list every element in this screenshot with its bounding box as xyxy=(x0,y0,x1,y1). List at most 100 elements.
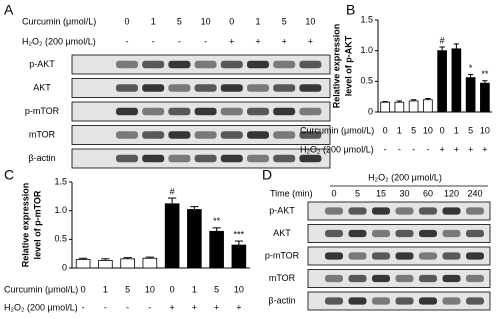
x-tick-label: 5 xyxy=(468,125,473,135)
bar xyxy=(98,260,113,269)
blot-band xyxy=(325,274,343,283)
blot-band xyxy=(220,60,243,69)
x-tick-label: + xyxy=(192,302,197,312)
y-axis-label: level of p-mTOR xyxy=(32,190,42,259)
y-axis-label: Relative expression xyxy=(20,183,30,268)
lane-label: 0 xyxy=(124,16,129,26)
blot-band xyxy=(299,131,322,139)
blot-band xyxy=(325,229,343,238)
blot-band xyxy=(372,274,390,283)
blot-band xyxy=(325,207,343,215)
blot-band xyxy=(116,107,138,116)
y-tick-label: 0 xyxy=(368,106,373,116)
blot-band xyxy=(168,154,191,163)
blot-band xyxy=(325,252,343,260)
x-tick-label: + xyxy=(468,144,473,154)
blot-band xyxy=(220,107,243,116)
bar xyxy=(437,50,447,113)
x-tick-label: 1 xyxy=(397,125,402,135)
band-label: p-mTOR xyxy=(25,106,60,116)
bar xyxy=(394,101,405,113)
blot-band xyxy=(168,131,191,139)
band-label: p-AKT xyxy=(269,205,295,215)
blot-band xyxy=(247,60,269,69)
blot-band xyxy=(466,274,484,283)
bar xyxy=(465,77,476,113)
row-label: H₂O₂ (200 μmol/L) xyxy=(22,36,96,46)
x-tick-label: - xyxy=(82,302,85,312)
lane-label: 1 xyxy=(255,16,260,26)
x-tick-label: 1 xyxy=(103,284,108,294)
band-label: β-actin xyxy=(268,295,295,305)
blot-band xyxy=(395,252,414,260)
band-label: p-AKT xyxy=(29,59,55,69)
x-tick-label: - xyxy=(426,144,429,154)
time-label: Time (min) xyxy=(270,188,313,198)
lane-label: 1 xyxy=(151,16,156,26)
bar xyxy=(120,258,135,269)
bar xyxy=(423,99,433,113)
lane-label: + xyxy=(282,36,287,46)
band-label: mTOR xyxy=(29,129,56,139)
lane-label: + xyxy=(255,36,260,46)
lane-label: - xyxy=(152,36,155,46)
blot-band xyxy=(372,297,390,305)
bar xyxy=(380,101,390,113)
blot-band xyxy=(348,274,367,283)
x-tick-label: 0 xyxy=(81,284,86,294)
lane-label: 5 xyxy=(282,16,287,26)
y-axis-label: Relative expression xyxy=(331,24,341,109)
blot-band xyxy=(299,60,322,69)
blot-band xyxy=(395,229,414,238)
blot-band xyxy=(194,154,217,163)
lane-label: 10 xyxy=(201,16,211,26)
blot-band xyxy=(247,154,269,163)
blot-band xyxy=(116,60,138,69)
x-tick-label: + xyxy=(169,302,174,312)
blot-band xyxy=(273,60,296,69)
time-value: 5 xyxy=(355,188,360,198)
blot-band xyxy=(419,297,437,305)
blot-band xyxy=(442,297,461,305)
x-tick-label: 10 xyxy=(480,125,490,135)
significance: *** xyxy=(234,229,245,239)
blot-band xyxy=(466,297,484,305)
blot-band xyxy=(220,84,243,92)
band-label: mTOR xyxy=(269,273,296,283)
blot-band xyxy=(419,252,437,260)
lane-label: 5 xyxy=(177,16,182,26)
blot-band xyxy=(348,207,367,215)
row-label: H₂O₂ (200 μmol/L) xyxy=(300,144,374,154)
blot-band xyxy=(395,297,414,305)
blot-band xyxy=(442,207,461,215)
blot-band xyxy=(142,131,165,139)
y-tick-label: 1.5 xyxy=(360,14,373,24)
panel-label: B xyxy=(346,2,355,18)
blot-band xyxy=(372,207,390,215)
bar xyxy=(408,100,419,113)
blot-band xyxy=(168,84,191,92)
blot-band xyxy=(273,131,296,139)
blot-band xyxy=(442,252,461,260)
significance: # xyxy=(440,35,445,45)
x-tick-label: 1 xyxy=(454,125,459,135)
bar xyxy=(142,257,158,269)
blot-band xyxy=(395,207,414,215)
blot-band xyxy=(442,274,461,283)
blot-band xyxy=(372,252,390,260)
blot-band xyxy=(273,107,296,116)
time-value: 240 xyxy=(467,188,482,198)
x-tick-label: 0 xyxy=(383,125,388,135)
row-label: H₂O₂ (200 μmol/L) xyxy=(4,302,78,312)
blot-band xyxy=(194,131,217,139)
blot-band xyxy=(419,274,437,283)
blot-band xyxy=(247,131,269,139)
x-tick-label: 0 xyxy=(170,284,175,294)
blot-band xyxy=(168,60,191,69)
y-tick-label: 1.0 xyxy=(54,205,67,215)
x-tick-label: 0 xyxy=(440,125,445,135)
blot-band xyxy=(142,60,165,69)
y-tick-label: 1.5 xyxy=(54,176,67,186)
blot-band xyxy=(299,107,322,116)
